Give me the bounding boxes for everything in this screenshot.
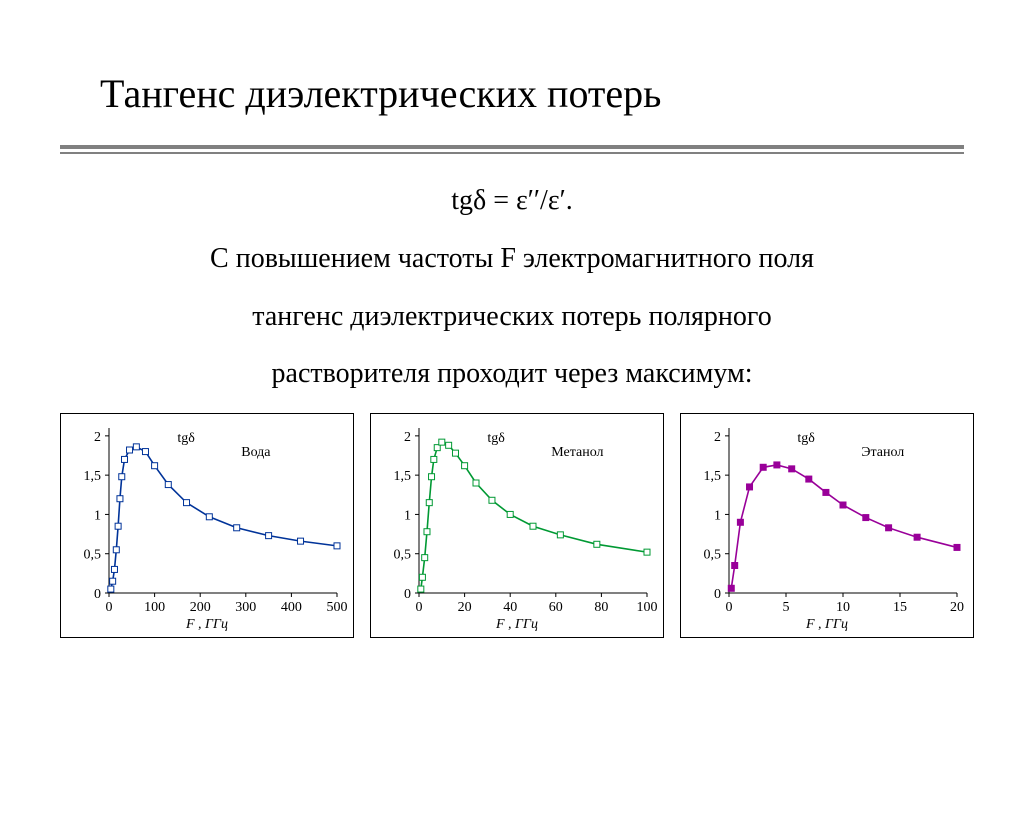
svg-text:15: 15 <box>893 600 907 615</box>
svg-text:100: 100 <box>144 600 165 615</box>
svg-text:2: 2 <box>404 430 411 445</box>
svg-text:1,5: 1,5 <box>704 469 722 484</box>
svg-text:400: 400 <box>281 600 302 615</box>
svg-text:tgδ: tgδ <box>487 431 505 446</box>
svg-text:2: 2 <box>94 430 101 445</box>
svg-text:40: 40 <box>503 600 517 615</box>
svg-text:200: 200 <box>190 600 211 615</box>
svg-text:0: 0 <box>726 600 733 615</box>
svg-text:Вода: Вода <box>241 445 271 460</box>
body-line-1: С повышением частоты F электромагнитного… <box>60 240 964 278</box>
svg-text:Этанол: Этанол <box>861 445 904 460</box>
chart-ethanol: 00,511,5205101520tgδЭтанолF , ГГц <box>680 413 974 638</box>
body-line-3: растворителя проходит через максимум: <box>60 355 964 393</box>
slide: Тангенс диэлектрических потерь tgδ = ε′′… <box>0 70 1024 837</box>
chart-methanol: 00,511,52020406080100tgδМетанолF , ГГц <box>370 413 664 638</box>
svg-text:300: 300 <box>235 600 256 615</box>
svg-text:1,5: 1,5 <box>84 469 102 484</box>
svg-text:20: 20 <box>458 600 472 615</box>
svg-text:1: 1 <box>714 509 721 524</box>
svg-text:500: 500 <box>327 600 348 615</box>
svg-text:80: 80 <box>594 600 608 615</box>
svg-text:0: 0 <box>94 587 101 602</box>
svg-text:1: 1 <box>404 509 411 524</box>
formula-text: tgδ = ε′′/ε′. <box>60 182 964 220</box>
chart-water: 0 0,5 1 1,5 2 0 100 200 300 400 500 tgδ Вода F , ГГц <box>60 413 354 638</box>
svg-text:Метанол: Метанол <box>551 445 603 460</box>
svg-text:0,5: 0,5 <box>394 548 412 563</box>
svg-text:5: 5 <box>783 600 790 615</box>
svg-text:20: 20 <box>950 600 964 615</box>
charts-row: 00,511,520100200300400500tgδВодаF , ГГц … <box>60 413 974 638</box>
svg-text:0,5: 0,5 <box>704 548 722 563</box>
svg-text:100: 100 <box>637 600 658 615</box>
svg-text:tgδ: tgδ <box>177 431 195 446</box>
svg-text:0,5: 0,5 <box>84 548 102 563</box>
svg-text:1: 1 <box>94 509 101 524</box>
svg-text:60: 60 <box>549 600 563 615</box>
divider <box>60 145 964 154</box>
x-axis-label: F , ГГц <box>687 617 967 633</box>
svg-text:0: 0 <box>106 600 113 615</box>
svg-text:0: 0 <box>714 587 721 602</box>
x-axis-label: F , ГГц <box>67 617 347 633</box>
svg-text:tgδ: tgδ <box>797 431 815 446</box>
page-title: Тангенс диэлектрических потерь <box>100 70 1024 117</box>
body-line-2: тангенс диэлектрических потерь полярного <box>60 298 964 336</box>
svg-text:10: 10 <box>836 600 850 615</box>
x-axis-label: F , ГГц <box>377 617 657 633</box>
svg-text:0: 0 <box>416 600 423 615</box>
svg-text:2: 2 <box>714 430 721 445</box>
svg-text:1,5: 1,5 <box>394 469 412 484</box>
svg-text:0: 0 <box>404 587 411 602</box>
